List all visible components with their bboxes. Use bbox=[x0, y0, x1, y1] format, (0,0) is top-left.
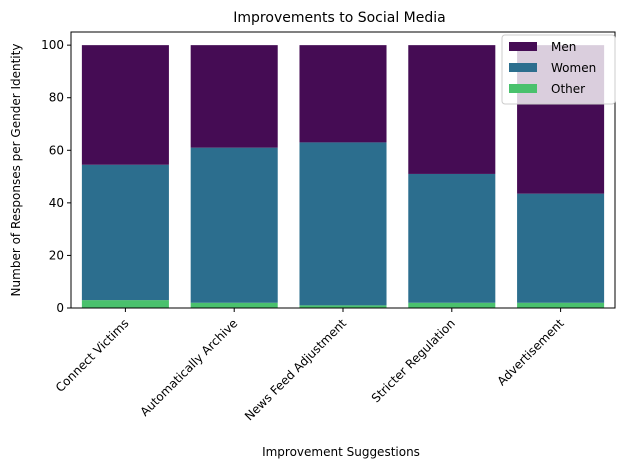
legend-swatch-men bbox=[509, 42, 537, 51]
y-axis: 0 20 40 60 80 100 bbox=[41, 38, 71, 315]
x-axis: Connect Victims Automatically Archive News… bbox=[53, 308, 567, 423]
bar-other-3 bbox=[408, 302, 496, 308]
y-tick-label: 20 bbox=[49, 248, 64, 262]
y-axis-label: Number of Responses per Gender Identity bbox=[9, 44, 23, 297]
legend-swatch-women bbox=[509, 63, 537, 72]
y-tick-label: 100 bbox=[41, 38, 64, 52]
bar-women-1 bbox=[190, 147, 278, 303]
legend-label-women: Women bbox=[551, 61, 596, 75]
bar-women-4 bbox=[517, 193, 605, 303]
y-tick-label: 80 bbox=[49, 91, 64, 105]
x-tick-label: News Feed Adjustment bbox=[242, 316, 349, 423]
bar-men-2 bbox=[299, 45, 387, 143]
y-tick-label: 0 bbox=[56, 301, 64, 315]
chart-title: Improvements to Social Media bbox=[233, 10, 445, 26]
x-tick-label: Automatically Archive bbox=[138, 316, 241, 419]
x-tick-label: Advertisement bbox=[495, 316, 567, 388]
bar-men-3 bbox=[408, 45, 496, 174]
bar-men-0 bbox=[81, 45, 169, 165]
bar-women-2 bbox=[299, 142, 387, 306]
x-tick-label: Stricter Regulation bbox=[369, 316, 458, 405]
y-tick-label: 40 bbox=[49, 196, 64, 210]
legend-label-other: Other bbox=[551, 82, 585, 96]
bar-other-4 bbox=[517, 302, 605, 308]
bar-other-0 bbox=[81, 300, 169, 308]
legend: Men Women Other bbox=[501, 34, 616, 105]
x-tick-label: Connect Victims bbox=[53, 316, 132, 395]
bar-women-3 bbox=[408, 173, 496, 303]
bar-men-1 bbox=[190, 45, 278, 148]
x-axis-label: Improvement Suggestions bbox=[262, 445, 420, 459]
y-tick-label: 60 bbox=[49, 143, 64, 157]
legend-label-men: Men bbox=[551, 40, 576, 54]
bar-women-0 bbox=[81, 164, 169, 301]
bar-other-2 bbox=[299, 305, 387, 308]
plot-frame bbox=[70, 31, 616, 309]
legend-swatch-other bbox=[509, 84, 537, 93]
bar-other-1 bbox=[190, 302, 278, 308]
